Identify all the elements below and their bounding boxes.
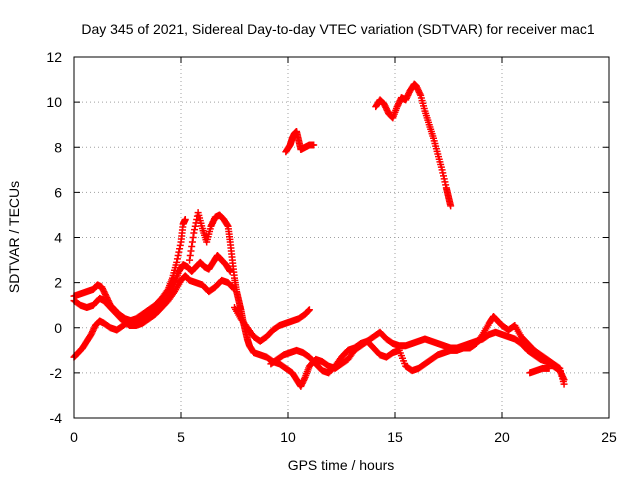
y-tick-label: -4: [50, 410, 63, 426]
y-tick-label: 10: [46, 94, 62, 110]
y-tick-label: 0: [54, 320, 62, 336]
x-tick-label: 20: [494, 429, 510, 445]
y-axis-title: SDTVAR / TECUs: [6, 181, 22, 293]
series-track-i: [372, 80, 455, 210]
data-point-marker: [305, 306, 313, 314]
data-point-marker: [545, 364, 553, 372]
chart-title: Day 345 of 2021, Sidereal Day-to-day VTE…: [81, 21, 594, 37]
series-track-c: [70, 215, 189, 361]
x-tick-label: 25: [601, 429, 617, 445]
y-tick-label: 6: [54, 184, 62, 200]
axis-layer: 0 5 10 15 20 25 -4 -2 0 2 4 6 8 10 12: [46, 49, 617, 445]
x-tick-label: 10: [280, 429, 296, 445]
series-track-b: [70, 272, 238, 329]
y-tick-label: 2: [54, 275, 62, 291]
data-point-marker: [310, 141, 318, 149]
x-axis-title: GPS time / hours: [288, 457, 395, 473]
series-track-g: [526, 364, 553, 377]
x-tick-label: 0: [70, 429, 78, 445]
data-point-marker: [447, 202, 455, 210]
y-tick-label: 4: [54, 230, 62, 246]
data-point-marker: [181, 215, 189, 223]
y-tick-label: -2: [50, 365, 63, 381]
series-track-f: [267, 312, 568, 388]
data-marks-layer: [70, 80, 568, 390]
series-track-e: [231, 303, 313, 345]
series-track-d: [186, 209, 568, 390]
x-tick-label: 5: [177, 429, 185, 445]
x-tick-label: 15: [387, 429, 403, 445]
y-tick-label: 8: [54, 139, 62, 155]
series-track-h: [282, 127, 318, 156]
data-point-marker: [560, 380, 568, 388]
y-tick-label: 12: [46, 49, 62, 65]
